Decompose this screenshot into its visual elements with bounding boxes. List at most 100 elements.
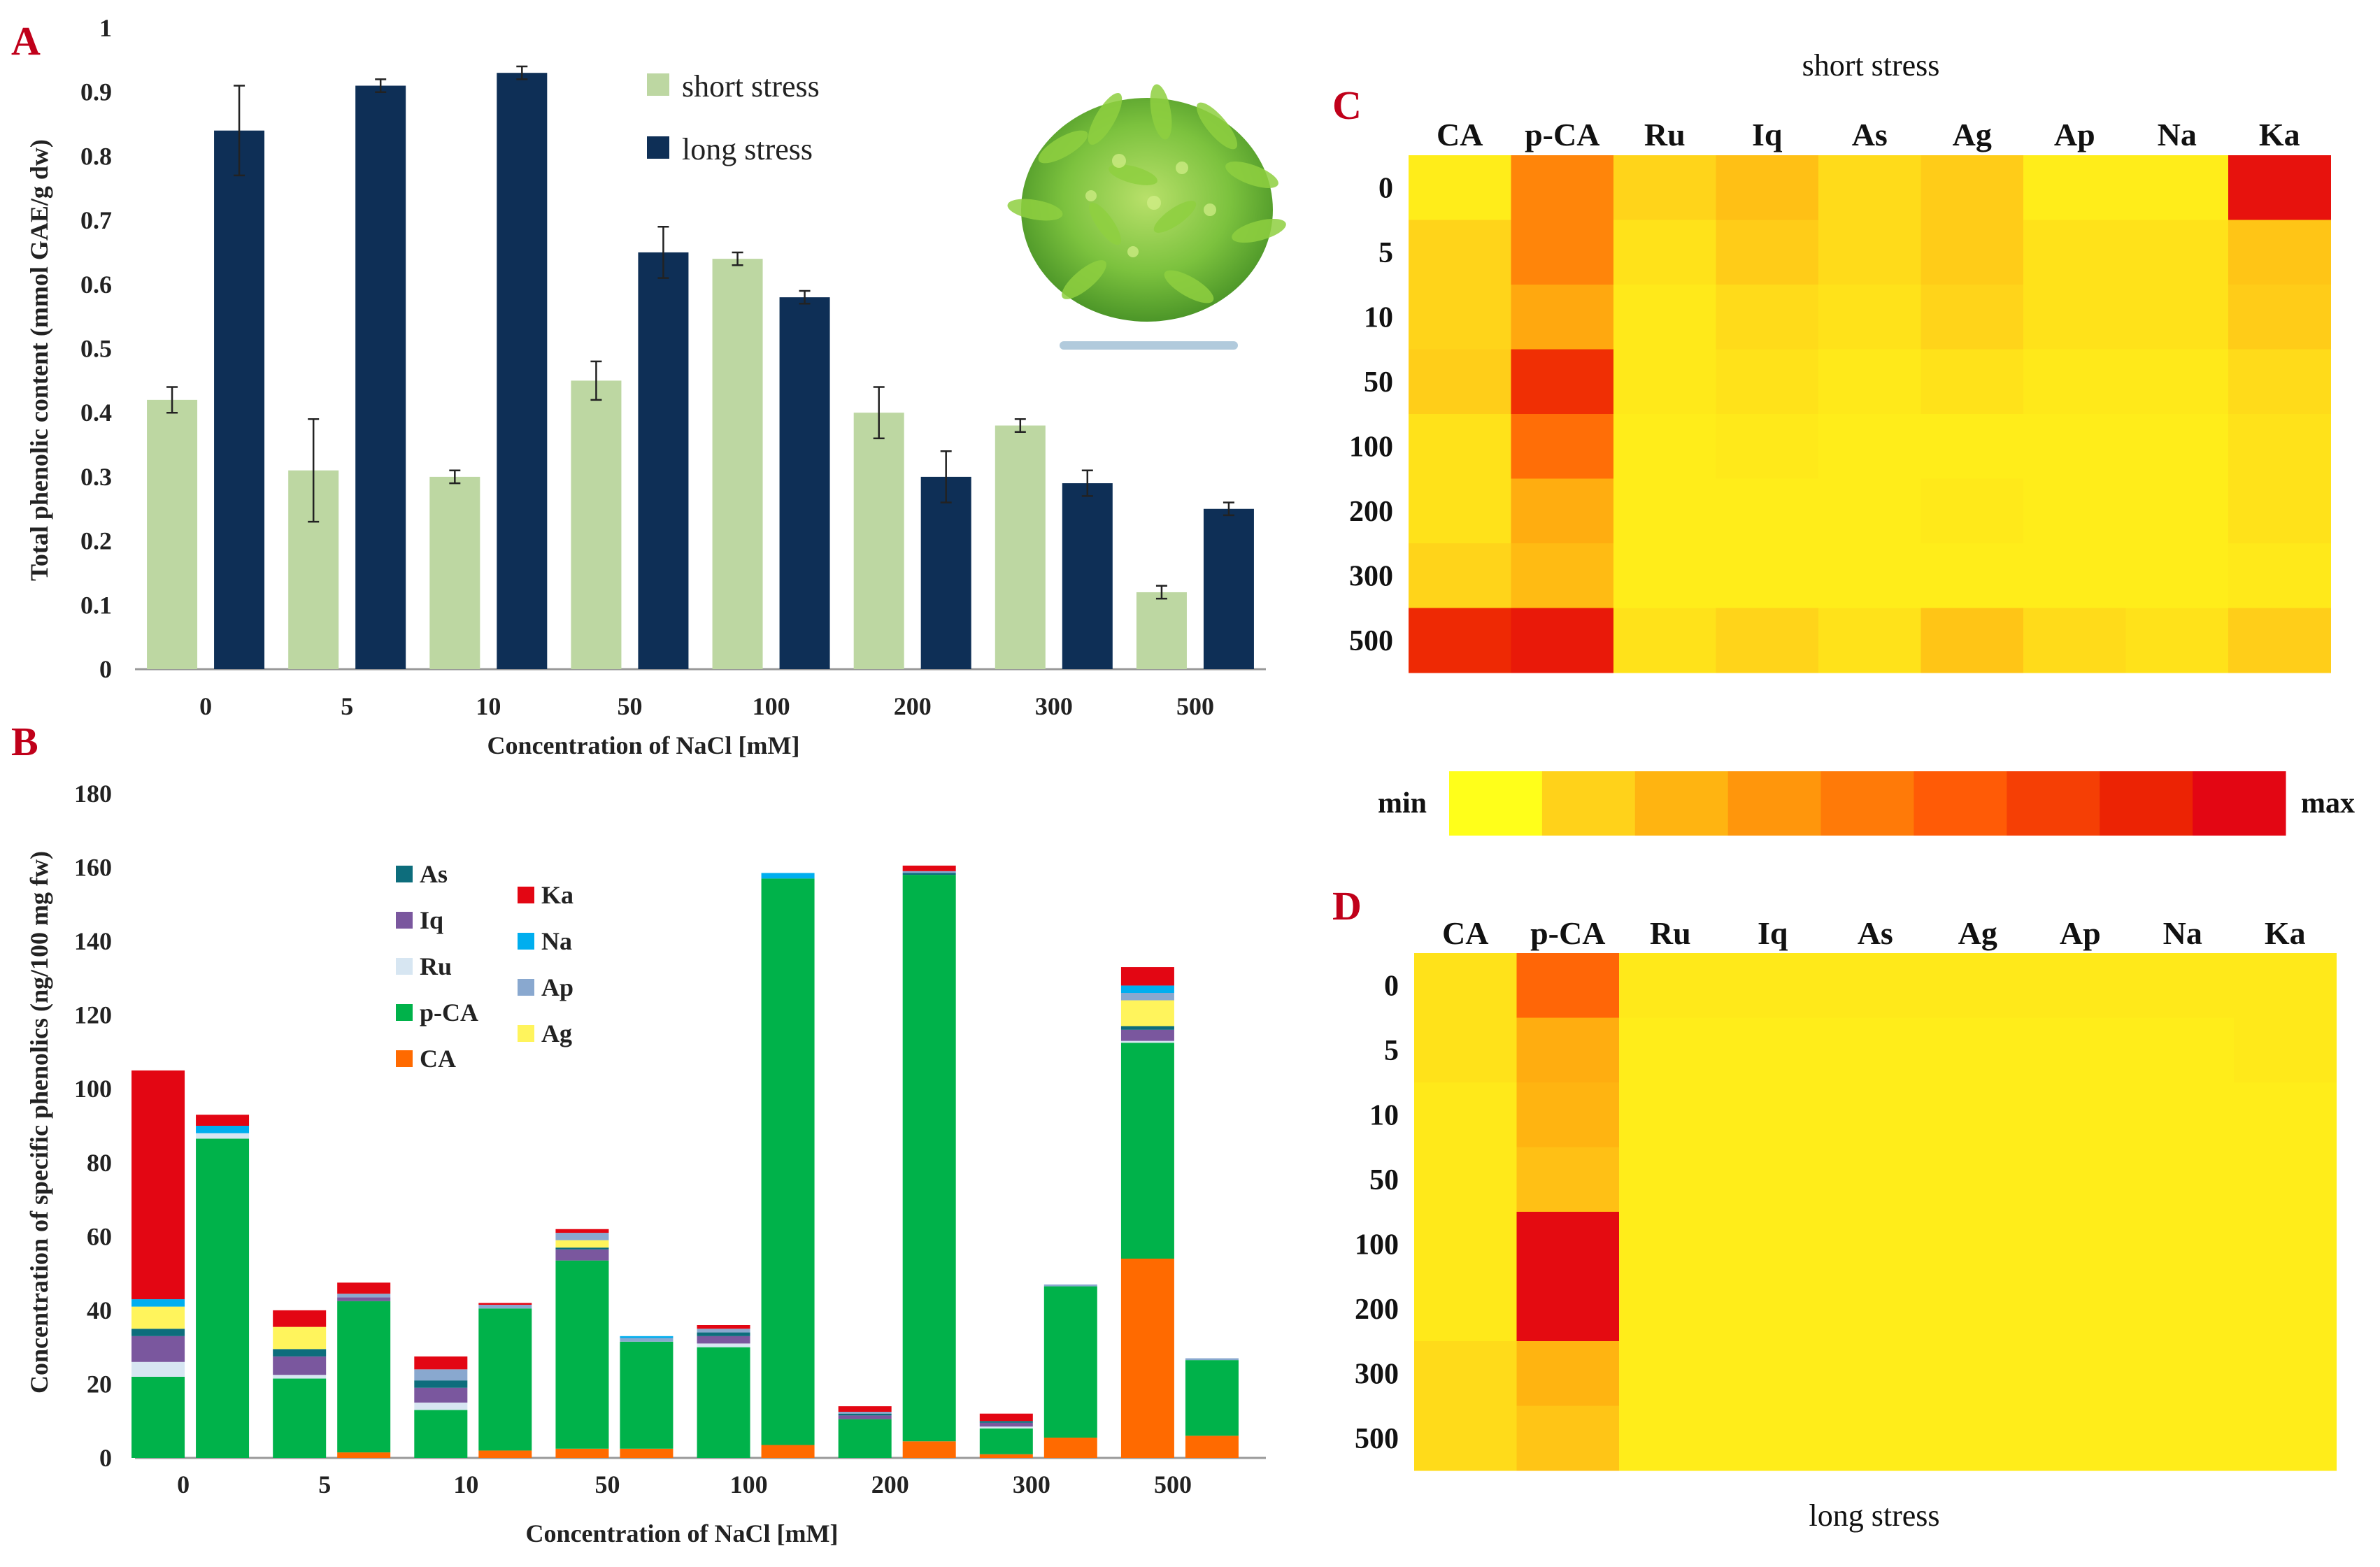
- segment-short-0-iq: [131, 1336, 185, 1362]
- segment-short-200-ap: [838, 1412, 892, 1414]
- chart-a-ytick-1: 1: [99, 14, 112, 42]
- panelC-cell-5-na: [2125, 220, 2229, 285]
- chart-a-ylabel: Total phenolic content (mmol GAE/g dw): [25, 139, 53, 581]
- heatmap-c-cells: [1409, 155, 2331, 673]
- panelD-cell-10-ca: [1414, 1082, 1517, 1147]
- panelC-cell-300-as: [1818, 543, 1921, 608]
- bar-long-stress-50: [638, 252, 689, 669]
- panelC-cell-100-ru: [1613, 414, 1716, 479]
- segment-short-50-p-ca: [555, 1260, 609, 1449]
- chart-b-ytick-180: 180: [74, 780, 112, 808]
- panelC-cell-10-ru: [1613, 285, 1716, 350]
- segment-short-300-iq: [979, 1422, 1033, 1427]
- panelC-col-ag: Ag: [1953, 117, 1992, 152]
- segment-short-100-p-ca: [697, 1347, 750, 1458]
- panelD-col-ap: Ap: [2060, 915, 2101, 951]
- panelD-cell-50-ru: [1619, 1147, 1722, 1212]
- chart-b-xtick-100: 100: [730, 1471, 768, 1498]
- segment-short-50-ag: [555, 1240, 609, 1248]
- bar-long-stress-5: [355, 85, 406, 669]
- colorbar-step-9: [2193, 771, 2286, 836]
- chart-b-ytick-20: 20: [87, 1370, 112, 1398]
- panelC-cell-500-ka: [2228, 608, 2331, 673]
- segment-long-200-as: [902, 873, 956, 875]
- panelD-cell-10-iq: [1721, 1082, 1825, 1147]
- plant-photo: [1007, 84, 1286, 350]
- panelC-cell-0-as: [1818, 155, 1921, 220]
- panelC-cell-500-p-ca: [1511, 608, 1614, 673]
- bar-long-stress-200: [920, 476, 971, 669]
- panelD-cell-5-ag: [1926, 1017, 2030, 1083]
- segment-short-50-ka: [555, 1229, 609, 1233]
- segment-short-200-iq: [838, 1415, 892, 1419]
- legend-swatch-short-stress: [647, 73, 669, 96]
- panelD-cell-0-na: [2131, 953, 2235, 1018]
- segment-short-5-as: [273, 1349, 327, 1357]
- panelC-cell-300-ru: [1613, 543, 1716, 608]
- segment-short-5-iq: [273, 1356, 327, 1375]
- segment-short-500-ka: [1120, 967, 1174, 986]
- panelC-cell-0-ag: [1921, 155, 2024, 220]
- bar-short-stress-500: [1136, 592, 1187, 669]
- chart-b-xtick-0: 0: [177, 1471, 190, 1498]
- segment-short-200-ka: [838, 1406, 892, 1412]
- panelD-cell-50-iq: [1721, 1147, 1825, 1212]
- chart-b-bars: [131, 865, 1239, 1458]
- panelD-cell-300-ca: [1414, 1341, 1517, 1406]
- panelC-cell-50-iq: [1716, 349, 1819, 415]
- chart-a-ytick-0: 0: [99, 655, 112, 683]
- segment-long-200-ca: [902, 1441, 956, 1458]
- segment-long-100-p-ca: [761, 878, 815, 1445]
- bar-long-stress-10: [497, 73, 548, 669]
- panelD-cell-100-ru: [1619, 1212, 1722, 1277]
- panelC-cell-5-ap: [2023, 220, 2126, 285]
- legend-label-na: Na: [541, 927, 572, 955]
- segment-short-50-as: [555, 1247, 609, 1250]
- segment-short-5-ru: [273, 1375, 327, 1379]
- legend-swatch-ag: [518, 1025, 534, 1042]
- segment-short-300-as: [979, 1421, 1033, 1423]
- segment-short-500-ap: [1120, 993, 1174, 1001]
- bar-short-stress-200: [853, 413, 904, 669]
- panelC-row-200: 200: [1349, 496, 1393, 528]
- panelD-row-10: 10: [1369, 1099, 1399, 1131]
- chart-a-ytick-0-6: 0.6: [80, 271, 112, 299]
- panelC-cell-5-ru: [1613, 220, 1716, 285]
- panelC-cell-200-na: [2125, 478, 2229, 544]
- panelD-cell-300-ka: [2234, 1341, 2337, 1406]
- panelC-row-10: 10: [1364, 301, 1393, 334]
- panelC-cell-500-ca: [1409, 608, 1511, 673]
- chart-a-xtick-300: 300: [1035, 692, 1073, 720]
- panelD-cell-100-p-ca: [1516, 1212, 1620, 1277]
- segment-long-500-ca: [1185, 1436, 1239, 1458]
- legend-swatch-long-stress: [647, 136, 669, 159]
- colorbar-min-label: min: [1378, 787, 1427, 820]
- colorbar-step-2: [1541, 771, 1636, 836]
- panelC-cell-50-as: [1818, 349, 1921, 415]
- panelC-cell-10-na: [2125, 285, 2229, 350]
- panelD-cell-500-ca: [1414, 1405, 1517, 1471]
- panelD-cell-10-ap: [2029, 1082, 2132, 1147]
- legend-swatch-as: [396, 866, 413, 882]
- panelD-cell-50-ka: [2234, 1147, 2337, 1212]
- chart-a-xtick-200: 200: [894, 692, 932, 720]
- chart-a: 0 0.1 0.2 0.3 0.4 0.5 0.6 0.7 0.8 0.9 1 0 5 10 50 100 2…: [25, 14, 1286, 759]
- panelC-cell-300-iq: [1716, 543, 1819, 608]
- panelD-cell-10-ag: [1926, 1082, 2030, 1147]
- segment-short-100-as: [697, 1332, 750, 1336]
- panelC-cell-200-p-ca: [1511, 478, 1614, 544]
- panelD-cell-500-iq: [1721, 1405, 1825, 1471]
- segment-long-100-na: [761, 873, 815, 879]
- panelC-cell-100-ka: [2228, 414, 2331, 479]
- panel-letter-a: A: [11, 18, 41, 64]
- panelC-cell-5-p-ca: [1511, 220, 1614, 285]
- panelC-col-na: Na: [2158, 117, 2197, 152]
- panelC-cell-500-na: [2125, 608, 2229, 673]
- segment-short-500-na: [1120, 985, 1174, 993]
- colorbar: min max: [1378, 771, 2355, 836]
- colorbar-cells: [1449, 771, 2286, 836]
- chart-a-ytick-0-1: 0.1: [80, 591, 112, 619]
- panelC-cell-200-ap: [2023, 478, 2126, 544]
- segment-long-50-ca: [620, 1448, 674, 1458]
- panelC-cell-200-ag: [1921, 478, 2024, 544]
